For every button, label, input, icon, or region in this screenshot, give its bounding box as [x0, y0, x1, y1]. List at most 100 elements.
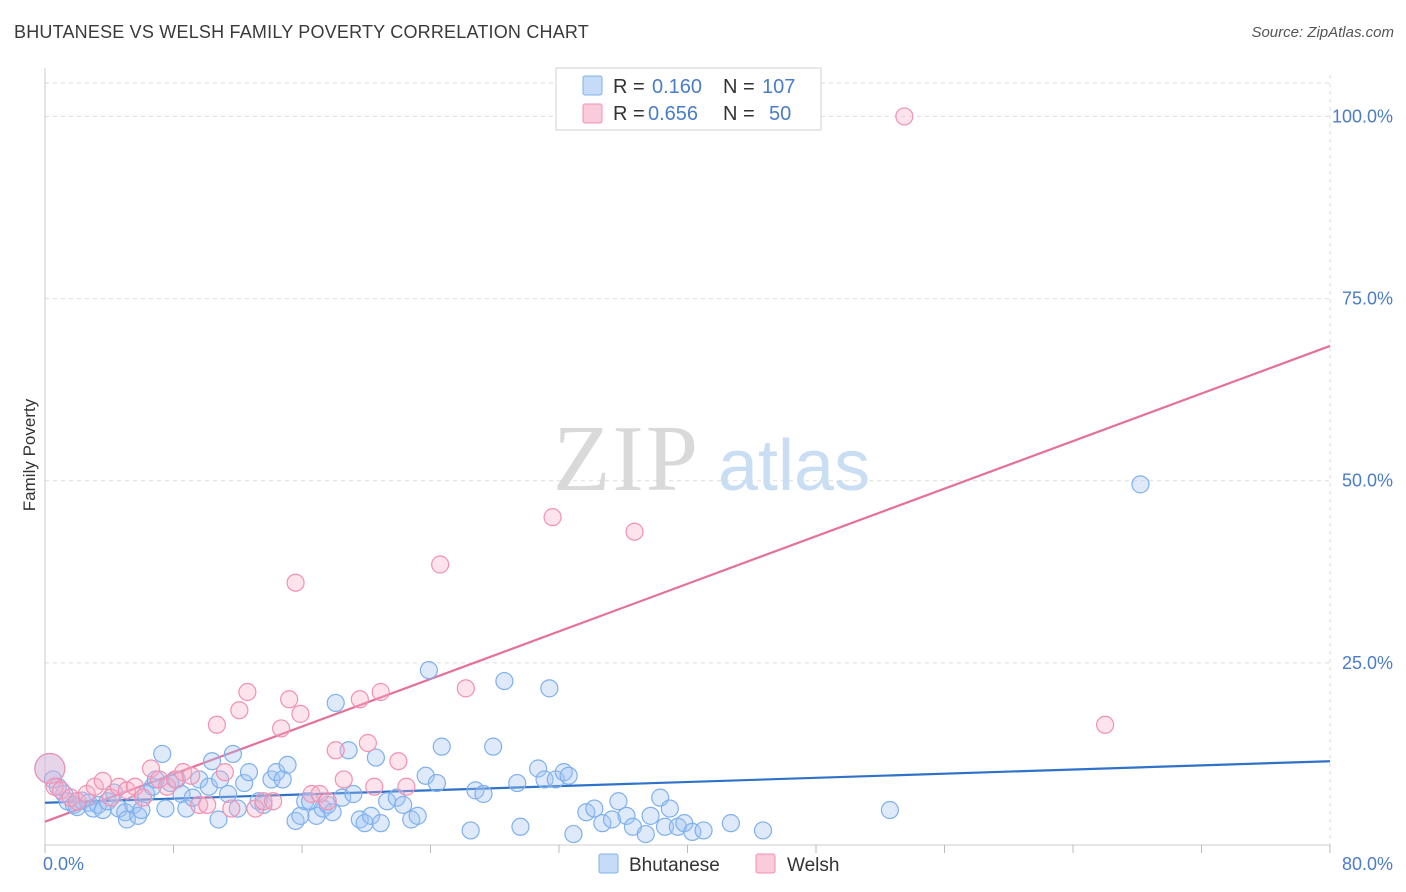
axes	[44, 68, 1331, 853]
bhutanese-point	[609, 792, 628, 811]
welsh-point	[318, 792, 337, 811]
bhutanese-point	[419, 661, 438, 680]
bhutanese-point	[394, 795, 413, 815]
welsh-point	[263, 792, 283, 811]
y-tick-label-2: 75.0%	[1342, 289, 1393, 309]
welsh-point	[371, 682, 390, 702]
bhutanese-point	[753, 821, 773, 840]
bhutanese-point	[156, 799, 175, 818]
x-tick-label-1: 80.0%	[1342, 854, 1393, 874]
welsh-point	[198, 795, 217, 815]
bhutanese-point	[484, 737, 503, 756]
bhutanese-point	[508, 773, 527, 793]
bhutanese-point	[660, 799, 679, 818]
chart-title: BHUTANESE VS WELSH FAMILY POVERTY CORREL…	[14, 22, 589, 42]
bhutanese-point	[564, 824, 583, 844]
bhutanese-point	[432, 737, 451, 756]
legend-n-value-welsh: 50	[769, 103, 791, 125]
y-axis-label: Family Poverty	[20, 398, 39, 511]
bhutanese-point	[371, 814, 390, 833]
bhutanese-point	[286, 811, 305, 831]
bhutanese-point	[559, 766, 578, 785]
welsh-point	[230, 701, 249, 720]
bottom-legend-label-bhutanese: Bhutanese	[629, 855, 720, 876]
welsh-point	[68, 792, 87, 811]
welsh-point	[254, 792, 273, 811]
bhutanese-point	[880, 800, 899, 820]
tick-labels: 25.0% 50.0% 75.0% 100.0% 0.0% 80.0%	[43, 106, 1393, 874]
bottom-legend-swatch-welsh	[755, 853, 776, 874]
bhutanese-point	[219, 784, 238, 804]
welsh-point	[456, 679, 475, 698]
bhutanese-point	[617, 806, 636, 825]
bhutanese-point	[366, 748, 385, 767]
bhutanese-point	[344, 784, 363, 804]
welsh-point	[286, 573, 305, 592]
legend-r-label-welsh: R =	[613, 103, 645, 125]
legend-n-label-bhutanese: N =	[723, 76, 755, 98]
bhutanese-point	[511, 817, 530, 836]
legend-n-value-bhutanese: 107	[762, 76, 795, 98]
zipatlas-watermark: ZIP atlas	[553, 407, 870, 511]
welsh-point	[543, 508, 562, 527]
y-tick-label-1: 50.0%	[1342, 471, 1393, 491]
bhutanese-point	[223, 744, 243, 764]
bhutanese-point	[602, 810, 622, 829]
welsh-point	[93, 771, 112, 790]
watermark-atlas: atlas	[718, 426, 870, 506]
welsh-point	[222, 799, 241, 818]
chart-source: Source: ZipAtlas.com	[1251, 24, 1394, 41]
welsh-point	[625, 522, 644, 541]
welsh-point	[334, 770, 353, 789]
correlation-legend: R = 0.160 N = 107 R = 0.656 N = 50	[555, 67, 822, 131]
bhutanese-point	[694, 821, 713, 840]
trend-lines	[44, 344, 1331, 823]
data-points	[34, 107, 1150, 844]
bhutanese-point	[209, 810, 228, 829]
legend-n-label-welsh: N =	[723, 103, 755, 125]
legend-r-value-welsh: 0.656	[648, 103, 698, 125]
bhutanese-point	[323, 803, 342, 822]
y-tick-label-0: 25.0%	[1342, 653, 1393, 673]
series-welsh	[34, 107, 1115, 818]
bhutanese-point	[1131, 475, 1150, 494]
welsh-point	[238, 682, 257, 702]
welsh-point	[291, 704, 310, 723]
welsh-point	[350, 690, 369, 709]
welsh-point	[215, 763, 234, 782]
bhutanese-point	[278, 755, 297, 774]
watermark-zip: ZIP	[553, 407, 700, 511]
bhutanese-point	[326, 693, 345, 713]
bhutanese-point	[339, 741, 358, 760]
bhutanese-point	[273, 770, 292, 789]
y-tick-label-3: 100.0%	[1332, 106, 1393, 126]
legend-r-value-bhutanese: 0.160	[652, 76, 702, 98]
bhutanese-point	[235, 773, 254, 793]
welsh-point	[207, 715, 226, 734]
legend-r-label-bhutanese: R =	[613, 76, 645, 98]
legend-swatch-welsh	[582, 103, 603, 124]
bhutanese-point	[228, 799, 247, 818]
bhutanese-point	[291, 806, 310, 825]
welsh-point	[133, 788, 153, 807]
bhutanese-point	[461, 821, 480, 840]
bhutanese-point	[636, 824, 655, 844]
bhutanese-point	[427, 773, 447, 793]
welsh-point	[365, 777, 384, 796]
trend-line-welsh	[44, 344, 1331, 823]
bhutanese-point	[540, 679, 559, 698]
welsh-point	[326, 741, 345, 760]
bhutanese-point	[355, 814, 374, 833]
bhutanese-point	[129, 806, 148, 825]
bhutanese-point	[267, 763, 286, 782]
bhutanese-point	[593, 814, 612, 833]
welsh-point	[358, 733, 377, 753]
bhutanese-point	[655, 817, 675, 836]
bhutanese-point	[153, 744, 172, 764]
trend-line-bhutanese	[44, 760, 1331, 804]
bhutanese-point	[183, 788, 202, 807]
welsh-point	[272, 719, 291, 738]
welsh-point	[431, 555, 450, 574]
bhutanese-point	[641, 806, 660, 825]
